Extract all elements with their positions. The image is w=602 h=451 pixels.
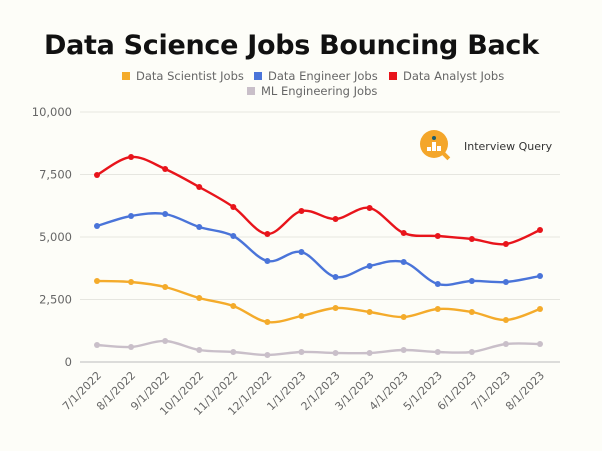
data-point: [537, 306, 543, 312]
data-point: [332, 350, 339, 356]
brand-name: Interview Query: [464, 139, 553, 153]
legend-item-data-engineer: Data Engineer Jobs: [254, 69, 378, 83]
legend-item-data-analyst: Data Analyst Jobs: [389, 69, 504, 83]
data-point: [468, 236, 475, 242]
legend-label: ML Engineering Jobs: [261, 84, 378, 98]
data-point: [196, 295, 203, 301]
legend-swatch: [247, 87, 255, 95]
data-point: [366, 350, 373, 356]
data-point: [537, 273, 543, 279]
data-point: [400, 314, 407, 320]
data-point: [196, 184, 203, 190]
data-point: [230, 303, 237, 309]
data-point: [94, 223, 100, 229]
data-point: [502, 241, 509, 247]
data-point: [332, 216, 339, 222]
legend-swatch: [254, 72, 262, 80]
data-point: [230, 349, 237, 355]
y-tick-label: 10,000: [32, 105, 72, 119]
data-point: [537, 227, 543, 233]
data-point: [162, 166, 169, 172]
data-point: [196, 347, 203, 353]
chart-title: Data Science Jobs Bouncing Back: [44, 30, 539, 61]
legend-item-data-scientist: Data Scientist Jobs: [122, 69, 244, 83]
data-point: [468, 309, 475, 315]
legend-item-ml-engineering: ML Engineering Jobs: [247, 84, 377, 98]
data-point: [400, 347, 407, 353]
data-point: [400, 230, 407, 236]
legend-swatch: [389, 72, 397, 80]
data-point: [366, 205, 373, 211]
data-point: [128, 154, 135, 160]
data-point: [162, 284, 169, 290]
legend-label: Data Scientist Jobs: [136, 69, 244, 83]
y-tick-label: 0: [65, 355, 72, 369]
data-point: [468, 349, 475, 355]
data-point: [366, 263, 373, 269]
data-point: [298, 313, 305, 319]
data-point: [264, 258, 271, 264]
data-point: [502, 317, 509, 323]
data-point: [94, 172, 100, 178]
legend-label: Data Engineer Jobs: [268, 69, 378, 83]
magnifier-chart-logo-icon: [420, 130, 451, 161]
data-point: [434, 281, 441, 287]
data-point: [332, 274, 339, 280]
data-point: [94, 342, 100, 348]
data-point: [230, 233, 237, 239]
data-point: [298, 349, 305, 355]
data-point: [264, 319, 271, 325]
brand-watermark: Interview Query: [418, 128, 552, 164]
data-point: [366, 309, 373, 315]
y-tick-label: 7,500: [39, 168, 72, 182]
data-point: [264, 231, 271, 237]
data-point: [162, 211, 169, 217]
data-point: [94, 278, 100, 284]
legend-swatch: [122, 72, 130, 80]
y-tick-label: 2,500: [39, 293, 72, 307]
data-point: [230, 204, 237, 210]
data-point: [332, 305, 339, 311]
data-point: [128, 213, 135, 219]
data-point: [434, 233, 441, 239]
data-point: [264, 352, 271, 358]
data-point: [298, 208, 305, 214]
data-point: [128, 344, 135, 350]
data-point: [537, 341, 543, 347]
data-point: [196, 224, 203, 230]
data-point: [128, 279, 135, 285]
data-point: [502, 341, 509, 347]
legend-label: Data Analyst Jobs: [403, 69, 505, 83]
data-point: [162, 338, 169, 344]
y-tick-label: 5,000: [39, 230, 72, 244]
data-point: [434, 306, 441, 312]
data-point: [400, 259, 407, 265]
data-point: [502, 279, 509, 285]
data-point: [468, 278, 475, 284]
data-point: [434, 349, 441, 355]
data-point: [298, 249, 305, 255]
series-line-1: [96, 212, 541, 287]
